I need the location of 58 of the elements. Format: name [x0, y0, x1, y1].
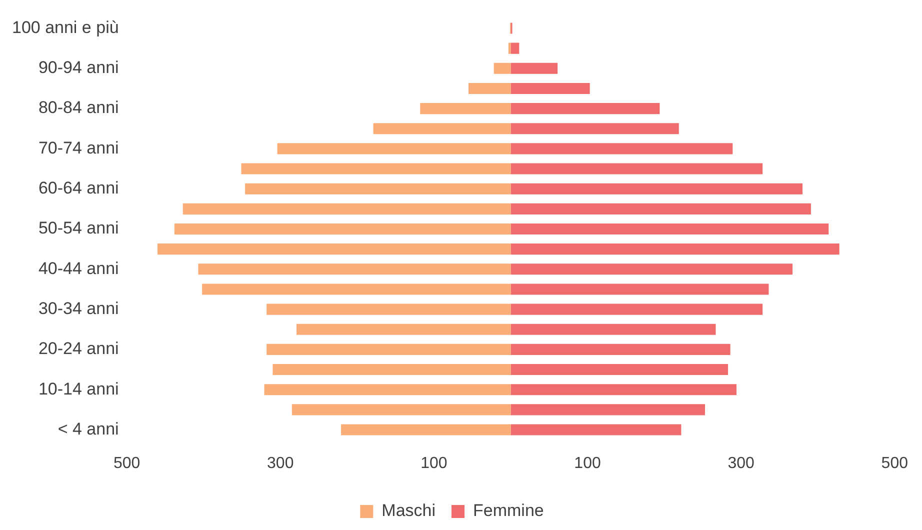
bar [510, 344, 730, 355]
x-tick-label: 500 [113, 454, 140, 472]
y-tick-label: 10-14 anni [38, 379, 119, 398]
bar [202, 284, 511, 295]
bar [510, 304, 763, 315]
bar [510, 203, 811, 214]
bar [241, 163, 511, 174]
y-tick-label: 100 anni e più [12, 18, 119, 37]
bar [510, 264, 793, 275]
bar [198, 264, 511, 275]
bar [494, 62, 511, 74]
bar [341, 424, 511, 436]
bar [510, 424, 682, 436]
y-tick-label: < 4 anni [58, 419, 119, 438]
y-tick-label: 50-54 anni [38, 218, 119, 238]
y-tick-label: 40-44 anni [38, 258, 119, 278]
bar [510, 42, 520, 54]
bar [510, 82, 590, 94]
bar [373, 123, 511, 134]
bar [510, 163, 763, 174]
y-tick-label: 70-74 anni [38, 138, 119, 158]
bar [510, 284, 769, 295]
x-tick-label: 500 [881, 454, 908, 472]
legend-label: Femmine [473, 501, 544, 520]
y-tick-label: 60-64 anni [38, 178, 119, 198]
x-tick-label: 300 [267, 454, 294, 472]
x-tick-label: 100 [574, 454, 601, 472]
x-tick-label: 100 [420, 454, 448, 472]
bar [468, 82, 511, 94]
bar [510, 103, 660, 114]
bar [158, 244, 511, 255]
bar [296, 324, 511, 335]
bar [510, 384, 736, 396]
bar [272, 364, 511, 376]
bar [510, 244, 840, 255]
x-tick-label: 300 [728, 454, 755, 472]
bar [292, 404, 511, 416]
legend-label: Maschi [382, 501, 436, 520]
bar [277, 143, 511, 154]
bar [510, 223, 829, 235]
bar [510, 62, 558, 74]
bar [510, 143, 733, 154]
bar [266, 344, 511, 355]
bar [510, 123, 679, 134]
y-tick-label: 20-24 anni [38, 339, 119, 358]
bar [245, 183, 511, 194]
bar [264, 384, 511, 396]
bar [174, 223, 511, 235]
bar [420, 103, 511, 114]
bar [510, 324, 716, 335]
y-tick-label: 90-94 anni [38, 58, 119, 78]
bar [510, 364, 728, 376]
bar [266, 304, 511, 315]
y-tick-label: 30-34 anni [38, 298, 119, 318]
y-tick-label: 80-84 anni [38, 98, 119, 118]
bar [510, 404, 705, 416]
bar [510, 183, 803, 194]
bar [182, 203, 511, 214]
